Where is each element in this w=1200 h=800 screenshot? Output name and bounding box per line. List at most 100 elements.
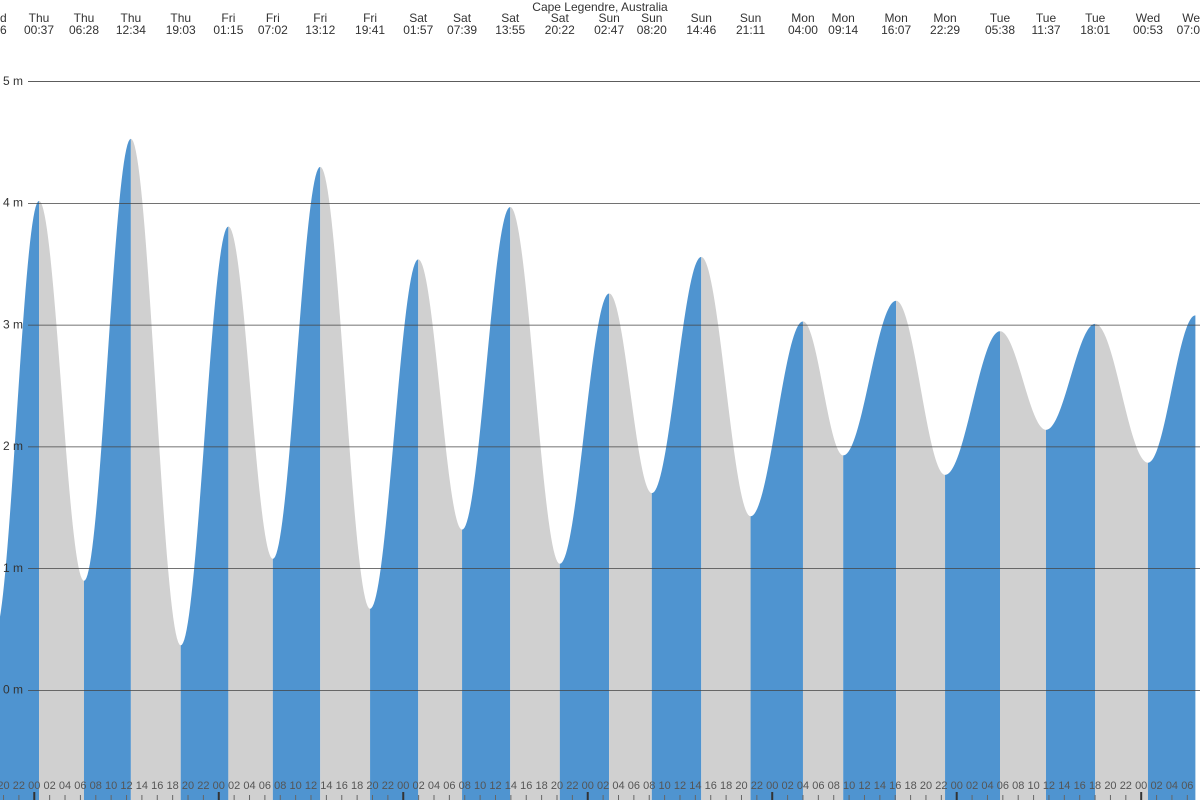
x-tick-label: 02 [228,780,240,792]
extreme-day: Sat [453,11,472,25]
extreme-time: 19:03 [166,23,196,37]
extreme-time: 18:01 [1080,23,1110,37]
x-tick-label: 12 [858,780,870,792]
x-tick-label: 00 [28,780,40,792]
x-tick-label: 08 [274,780,286,792]
x-tick-label: 22 [382,780,394,792]
labels: d6Thu00:37Thu06:28Thu12:34Thu19:03Fri01:… [0,11,1200,792]
y-tick-label: 1 m [3,561,23,575]
x-tick-label: 04 [612,780,624,792]
extreme-day: Fri [363,11,377,25]
tide-segment [896,300,946,800]
tide-segment [180,226,229,800]
extreme-time: 06:28 [69,23,99,37]
x-tick-label: 18 [1089,780,1101,792]
extreme-day: Tue [1036,11,1057,25]
x-tick-label: 08 [459,780,471,792]
x-tick-label: 12 [120,780,132,792]
extreme-time: 09:14 [828,23,858,37]
tide-segment [370,259,419,800]
extreme-day: Thu [29,11,50,25]
extreme-time: 00:37 [24,23,54,37]
extreme-day: Sat [409,11,428,25]
x-tick-label: 04 [59,780,71,792]
y-tick-label: 5 m [3,74,23,88]
tide-segment [228,226,273,800]
x-tick-label: 04 [1166,780,1178,792]
tide-segment [945,331,1001,800]
x-tick-label: 06 [74,780,86,792]
x-tick-label: 10 [1027,780,1039,792]
x-tick-label: 06 [443,780,455,792]
extreme-day: Mon [832,11,855,25]
x-tick-label: 14 [1058,780,1070,792]
extreme-time: 05:38 [985,23,1015,37]
x-tick-label: 08 [643,780,655,792]
extreme-time: 00:53 [1133,23,1163,37]
tide-segment [1046,323,1096,800]
tide-segment [701,256,751,800]
x-tick-label: 20 [366,780,378,792]
tide-segment [651,256,702,800]
extreme-day: Sun [740,11,761,25]
x-tick-label: 02 [44,780,56,792]
x-tick-label: 22 [1120,780,1132,792]
extreme-day: Sun [641,11,662,25]
x-tick-label: 14 [320,780,332,792]
tide-segment [1000,331,1047,800]
extreme-day: d [0,11,7,25]
tide-segment [462,207,511,800]
x-tick-label: 02 [966,780,978,792]
x-tick-label: 16 [151,780,163,792]
extreme-day: Mon [884,11,907,25]
x-tick-label: 14 [689,780,701,792]
x-tick-label: 22 [13,780,25,792]
extreme-time: 04:00 [788,23,818,37]
x-tick-label: 02 [781,780,793,792]
tide-segment [559,293,610,800]
extreme-time: 22:29 [930,23,960,37]
x-tick-label: 12 [674,780,686,792]
x-tick-label: 00 [582,780,594,792]
x-tick-label: 16 [1074,780,1086,792]
extreme-time: 02:47 [594,23,624,37]
x-tick-label: 20 [182,780,194,792]
extreme-time: 6 [0,23,7,37]
x-tick-label: 22 [197,780,209,792]
x-tick-label: 02 [1150,780,1162,792]
tide-segment [843,300,897,800]
extreme-day: We [1182,11,1200,25]
x-tick-label: 08 [90,780,102,792]
x-tick-label: 06 [628,780,640,792]
x-tick-label: 06 [812,780,824,792]
y-tick-label: 2 m [3,439,23,453]
extreme-day: Fri [221,11,235,25]
extreme-time: 21:11 [736,23,765,37]
x-tick-label: 08 [828,780,840,792]
tide-segment [1147,315,1196,800]
x-tick-label: 12 [489,780,501,792]
tide-segment [802,321,844,800]
tide-segment [510,207,560,800]
x-tick-label: 04 [243,780,255,792]
x-tick-label: 20 [735,780,747,792]
x-tick-label: 00 [951,780,963,792]
extreme-time: 11:37 [1031,23,1060,37]
x-tick-label: 18 [720,780,732,792]
extreme-day: Thu [170,11,191,25]
extreme-time: 20:22 [545,23,575,37]
grid [3,81,1200,800]
x-tick-label: 18 [535,780,547,792]
extreme-time: 07:39 [447,23,477,37]
x-tick-label: 16 [889,780,901,792]
chart-title: Cape Legendre, Australia [532,0,668,14]
x-tick-label: 00 [397,780,409,792]
x-tick-label: 00 [766,780,778,792]
x-tick-label: 12 [305,780,317,792]
x-tick-label: 16 [520,780,532,792]
y-tick-label: 3 m [3,317,23,331]
tide-segment [130,138,181,800]
extreme-time: 12:34 [116,23,146,37]
x-tick-label: 22 [935,780,947,792]
